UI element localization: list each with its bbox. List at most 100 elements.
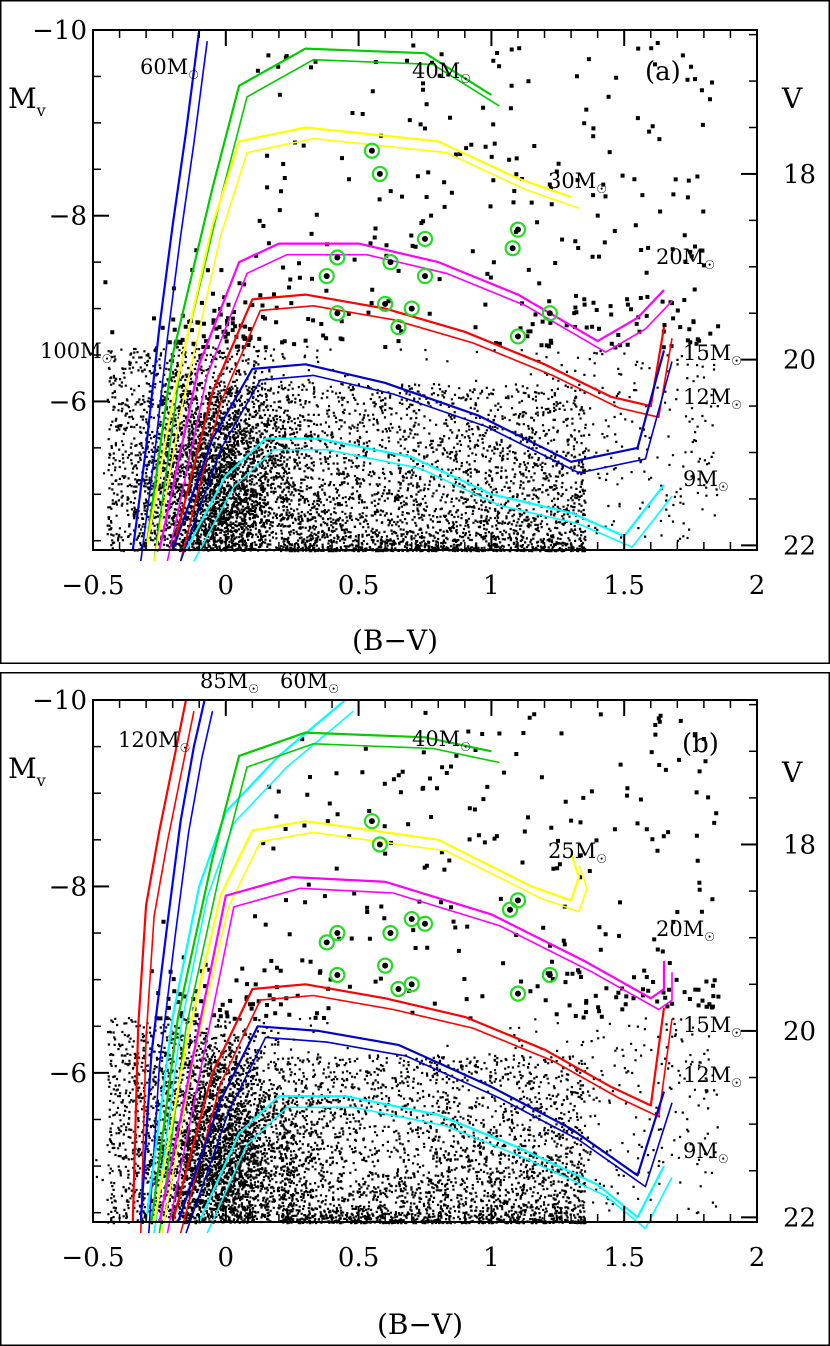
panel-b-highlight-layer <box>318 813 558 1002</box>
highlight-ring <box>329 305 346 322</box>
highlight-ring <box>363 813 380 830</box>
panel-b-label-20M: 20M☉ <box>656 917 715 944</box>
track-40M-branch <box>158 743 500 1234</box>
track-40M-branch <box>153 58 500 562</box>
panel-b-label-85M: 85M☉ <box>200 672 259 696</box>
highlight-ring <box>329 966 346 984</box>
track-20M <box>158 242 665 551</box>
panel-a-label-9M: 9M☉ <box>683 467 729 494</box>
highlight-ring <box>329 249 346 266</box>
y-tick-label: −6 <box>49 1059 87 1089</box>
highlight-star <box>422 235 428 242</box>
panel-b-xlabel: (B−V) <box>377 1308 463 1341</box>
highlight-ring <box>382 254 399 271</box>
track-9M-branch <box>193 448 673 562</box>
panel-b-label-40M: 40M☉ <box>412 727 471 754</box>
highlight-star <box>334 930 341 937</box>
panel-b-ticks: −0.5 0 0.5 1 1.5 2 −10 −8 −6 18 20 22 <box>32 686 816 1273</box>
panel-a-ticks: −0.5 0 0.5 1 1.5 2 −10 −8 −6 18 20 22 <box>32 16 816 601</box>
highlight-star <box>382 962 389 969</box>
panel-b-label-60M: 60M☉ <box>280 672 339 696</box>
highlight-ring <box>509 221 527 238</box>
panel-b-label-25M: 25M☉ <box>548 839 607 866</box>
track-15M-branch <box>179 994 673 1234</box>
track-15M <box>171 293 666 551</box>
highlight-ring <box>501 901 519 918</box>
y-tick-label: −10 <box>32 686 87 716</box>
track-60M <box>145 699 347 1223</box>
panel-a-label-30M: 30M☉ <box>548 169 607 196</box>
track-60M <box>131 29 201 551</box>
highlight-star <box>376 170 383 177</box>
x-tick-label: 0.5 <box>338 571 379 601</box>
track-25M <box>153 820 581 1223</box>
track-20M <box>158 876 666 1223</box>
panel-b-label: (b) <box>682 729 719 759</box>
y2-tick-label: 20 <box>783 346 816 376</box>
panel-b-ylabel: Mv <box>8 752 46 790</box>
highlight-ring <box>403 300 420 317</box>
field-star-cloud <box>95 710 721 1225</box>
highlight-ring <box>541 305 558 322</box>
highlight-ring <box>329 924 346 942</box>
x-tick-label: 0 <box>218 571 235 601</box>
panel-a-label-40M: 40M☉ <box>412 59 471 86</box>
x-tick-label: 0 <box>218 1243 235 1273</box>
highlight-star <box>408 305 415 312</box>
highlight-ring <box>416 230 434 248</box>
highlight-star <box>382 300 389 307</box>
highlight-ring <box>541 966 558 984</box>
highlight-ring <box>403 910 420 928</box>
panel-a-label-100M: 100M☉ <box>40 339 112 366</box>
y2-tick-label: 18 <box>783 160 816 190</box>
panel-a-label: (a) <box>645 57 681 87</box>
highlight-star <box>395 324 402 331</box>
track-30M-branch <box>153 137 580 562</box>
highlight-star <box>509 245 516 252</box>
highlight-star <box>514 226 521 233</box>
highlight-star <box>514 990 521 997</box>
panel-a-ylabel-sub: v <box>36 101 46 120</box>
panel-b-plot-frame <box>92 699 758 1223</box>
highlight-ring <box>416 267 434 285</box>
track-15M-branch <box>179 304 673 562</box>
highlight-star <box>323 939 330 946</box>
highlight-ring <box>509 328 527 345</box>
highlight-star <box>334 254 341 261</box>
highlight-star <box>546 971 553 978</box>
track-40M <box>150 731 492 1223</box>
x-tick-label: −0.5 <box>61 571 124 601</box>
track-85M <box>139 699 206 1223</box>
y-tick-label: −8 <box>49 202 87 232</box>
panel-b-scatter-layer <box>95 710 721 1225</box>
highlight-star <box>514 333 521 340</box>
panel-a-label-12M: 12M☉ <box>683 385 742 412</box>
track-120M <box>131 699 188 1223</box>
track-60M-branch <box>153 710 354 1234</box>
highlight-star <box>408 916 415 923</box>
highlight-ring <box>504 240 521 257</box>
highlight-star <box>422 273 428 280</box>
x-tick-label: 1 <box>483 571 500 601</box>
y2-tick-label: 22 <box>783 1203 816 1233</box>
highlight-ring <box>377 957 394 974</box>
highlight-star <box>546 310 553 317</box>
highlight-ring <box>318 934 335 951</box>
highlight-star <box>422 920 428 927</box>
y2-tick-label: 18 <box>783 830 816 860</box>
track-15M <box>171 983 666 1223</box>
highlight-ring <box>377 295 394 313</box>
panel-a-ylabel: Mv <box>8 82 46 120</box>
highlight-ring <box>509 985 527 1002</box>
highlight-ring <box>363 142 380 159</box>
y2-tick-label: 22 <box>783 531 816 561</box>
panel-a-ylabel-main: M <box>8 82 37 115</box>
x-tick-label: 1.5 <box>604 1243 645 1273</box>
field-star-cloud <box>102 41 721 553</box>
x-tick-label: 1 <box>483 1243 500 1273</box>
highlight-ring <box>382 924 399 942</box>
highlight-star <box>395 985 402 992</box>
y-tick-label: −10 <box>32 16 87 46</box>
highlight-star <box>506 906 513 913</box>
